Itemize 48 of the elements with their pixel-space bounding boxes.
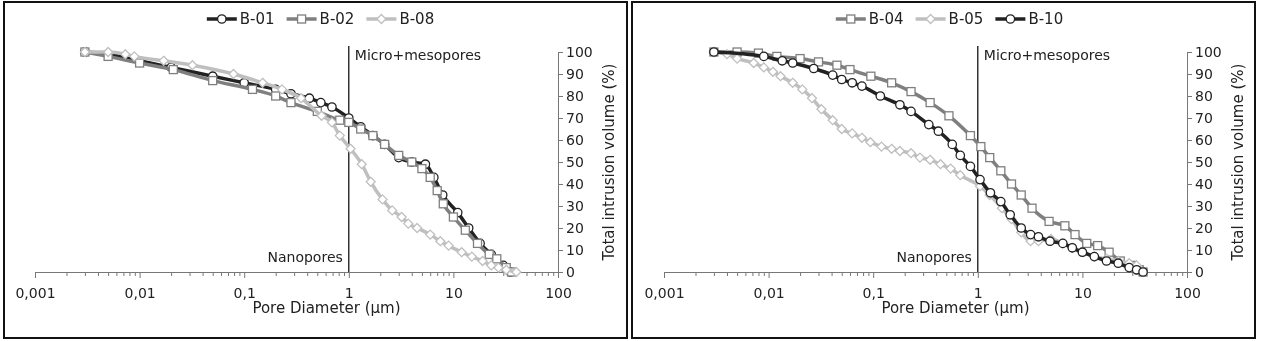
x-tick-label: 100	[545, 284, 572, 301]
y-tick-label: 10	[1195, 241, 1213, 258]
x-tick-label: 0,001	[15, 284, 56, 301]
x-tick-label: 0,01	[124, 284, 156, 301]
y-tick-label: 0	[566, 263, 575, 280]
x-tick-label: 10	[444, 284, 463, 301]
annotation: Nanopores	[896, 249, 972, 265]
y-tick-label: 70	[566, 109, 584, 126]
annotation: Micro+mesopores	[983, 47, 1111, 63]
annotation: Nanopores	[267, 249, 343, 265]
y-tick-label: 90	[566, 65, 584, 82]
x-tick-label: 1	[344, 284, 354, 301]
y-tick-label: 90	[1195, 65, 1213, 82]
y-tick-label: 50	[566, 153, 584, 170]
y-tick-label: 100	[566, 43, 593, 60]
x-tick-label: 0,1	[233, 284, 256, 301]
x-tick-label: 0,1	[862, 284, 885, 301]
legend-label: B-10	[1028, 10, 1064, 28]
y-tick-label: 30	[566, 197, 584, 214]
legend-label: B-05	[948, 10, 984, 28]
x-tick-label: 100	[1174, 284, 1201, 301]
y-tick-label: 20	[566, 219, 584, 236]
legend-label: B-08	[399, 10, 435, 28]
y-tick-label: 10	[566, 241, 584, 258]
y-tick-label: 60	[566, 131, 584, 148]
x-tick-label: 0,001	[644, 284, 685, 301]
y-tick-label: 70	[1195, 109, 1213, 126]
y-tick-label: 50	[1195, 153, 1213, 170]
annotation: Micro+mesopores	[354, 47, 482, 63]
legend-label: B-02	[319, 10, 355, 28]
y-tick-label: 80	[1195, 87, 1213, 104]
y-tick-label: 60	[1195, 131, 1213, 148]
y-axis-title: Total intrusion volume (%)	[600, 63, 618, 262]
x-tick-label: 10	[1073, 284, 1092, 301]
x-axis-title: Pore Diameter (µm)	[881, 299, 1030, 317]
x-tick-label: 0,01	[753, 284, 785, 301]
y-axis-title: Total intrusion volume (%)	[1229, 63, 1247, 262]
x-axis-title: Pore Diameter (µm)	[252, 299, 401, 317]
y-tick-label: 40	[1195, 175, 1213, 192]
y-tick-label: 40	[566, 175, 584, 192]
legend-label: B-04	[868, 10, 904, 28]
y-tick-label: 30	[1195, 197, 1213, 214]
legend-label: B-01	[239, 10, 275, 28]
y-tick-label: 20	[1195, 219, 1213, 236]
y-tick-label: 100	[1195, 43, 1222, 60]
y-tick-label: 80	[566, 87, 584, 104]
x-tick-label: 1	[973, 284, 983, 301]
y-tick-label: 0	[1195, 263, 1204, 280]
